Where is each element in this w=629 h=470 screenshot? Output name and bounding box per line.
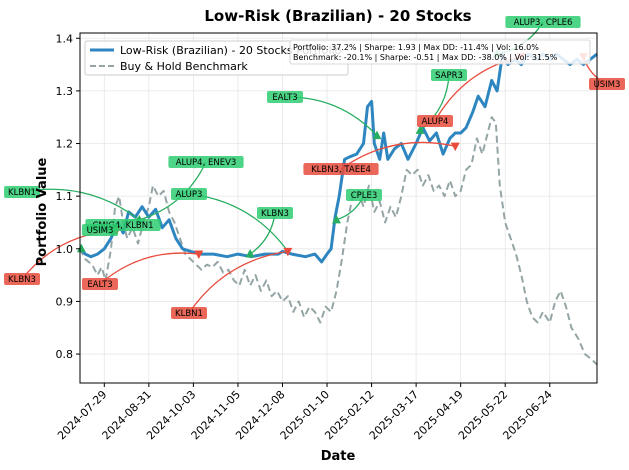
annotation-arrow — [249, 212, 276, 255]
buy-marker — [415, 125, 425, 134]
buy-marker — [331, 214, 341, 224]
annotation-label-box — [346, 189, 382, 201]
annotation-label: USIM3 — [87, 226, 114, 236]
annotation-label: ALUP3, CPLE6 — [514, 18, 573, 28]
annotation-label: USIM3 — [594, 80, 621, 90]
y-tick-label: 1.1 — [56, 190, 74, 203]
annotation-label-box — [589, 78, 625, 90]
y-tick-label: 1.0 — [56, 243, 74, 256]
annotation-label: KLBN1 — [8, 188, 36, 198]
stats-line-benchmark: Benchmark: -20.1% | Sharpe: -0.51 | Max … — [293, 53, 558, 62]
stats-box-frame — [289, 39, 591, 65]
sell-marker — [194, 250, 204, 260]
annotation-label-box — [257, 207, 293, 219]
annotation-label: SAPR3 — [435, 71, 463, 81]
annotation-label: KLBN3, TAEE4 — [311, 165, 371, 175]
annotation-label: EALT3 — [272, 93, 297, 103]
chart-title: Low-Risk (Brazilian) - 20 Stocks — [204, 7, 471, 25]
annotation-label-box — [82, 278, 118, 290]
annotation-label: KLBN3 — [261, 209, 289, 219]
annotation-label: ALUP4, ENEV3 — [176, 158, 237, 168]
annotation-label: KLBN3 — [8, 275, 36, 285]
buy-marker — [372, 130, 382, 140]
annotation-label: ALUP3 — [176, 190, 203, 200]
sell-marker — [283, 247, 293, 257]
series-group — [78, 52, 598, 366]
sell-marker — [450, 142, 460, 152]
buy-marker — [245, 249, 255, 258]
legend-label-benchmark: Buy & Hold Benchmark — [120, 60, 248, 73]
annotation-label-box — [171, 307, 207, 319]
legend-label-portfolio: Low-Risk (Brazilian) - 20 Stocks Portfol… — [120, 44, 342, 57]
y-tick-label: 1.2 — [56, 138, 74, 151]
annotation-label-box — [171, 188, 207, 200]
stats-line-portfolio: Portfolio: 37.2% | Sharpe: 1.93 | Max DD… — [293, 43, 539, 52]
annotation-label-box — [431, 69, 467, 81]
annotation-arrow — [99, 252, 199, 285]
buy-marker — [76, 243, 86, 253]
y-tick-label: 0.9 — [56, 295, 74, 308]
annotation-arrow — [340, 141, 456, 170]
y-tick-label: 0.8 — [56, 348, 74, 361]
annotation-arrow — [188, 250, 288, 314]
y-axis-label: Portfolio Value — [35, 157, 50, 266]
x-axis-ticks: 2024-07-292024-08-312024-10-032024-11-05… — [55, 383, 555, 442]
annotation-label-box — [82, 224, 118, 236]
annotation-label-box — [4, 186, 40, 198]
annotation-label-box — [505, 16, 581, 28]
annotation-label-box — [303, 163, 379, 175]
series-line-benchmark — [79, 116, 598, 366]
annotation-label: CMIG4, KLBN1 — [92, 221, 153, 231]
annotation-label: EALT3 — [87, 280, 112, 290]
annotation-label-box — [417, 115, 453, 127]
annotation-arrow — [434, 56, 522, 122]
annotation-label: ALUP4 — [422, 117, 449, 127]
y-tick-label: 1.4 — [56, 32, 74, 45]
annotation-label: CPLE3 — [351, 191, 378, 201]
annotation-label-box — [168, 156, 244, 168]
annotation-label: KLBN1 — [175, 309, 203, 319]
plot-frame — [79, 32, 598, 384]
stats-box: Portfolio: 37.2% | Sharpe: 1.93 | Max DD… — [289, 39, 591, 65]
annotation-label-box — [4, 273, 40, 285]
y-tick-label: 1.3 — [56, 85, 74, 98]
x-axis-label: Date — [321, 449, 356, 464]
legend: Low-Risk (Brazilian) - 20 Stocks Portfol… — [84, 40, 349, 76]
annotation-label-box — [267, 91, 303, 103]
grid — [80, 33, 597, 383]
y-axis-ticks: 0.8 0.9 1.0 1.1 1.2 1.3 1.4 — [56, 32, 80, 361]
